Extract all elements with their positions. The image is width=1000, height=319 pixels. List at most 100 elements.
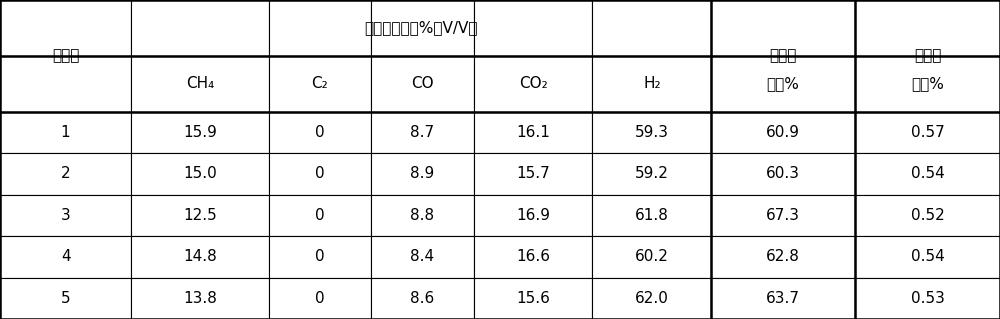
Bar [592, 153, 711, 195]
Text: 卸样碳: 卸样碳 [914, 48, 941, 63]
Text: 67.3: 67.3 [766, 208, 800, 223]
Text: 0.53: 0.53 [911, 291, 944, 306]
Text: 60.3: 60.3 [766, 166, 800, 182]
Text: 0.57: 0.57 [911, 125, 944, 140]
Text: 8.9: 8.9 [410, 166, 435, 182]
Bar [711, 236, 855, 278]
Bar [269, 195, 371, 236]
Text: 0: 0 [315, 291, 325, 306]
Bar [131, 0, 269, 56]
Bar [0, 0, 131, 56]
Bar [592, 236, 711, 278]
Text: 59.2: 59.2 [635, 166, 669, 182]
Bar [131, 195, 269, 236]
Bar [474, 153, 592, 195]
Text: 15.7: 15.7 [516, 166, 550, 182]
Bar [592, 112, 711, 153]
Text: 61.8: 61.8 [635, 208, 669, 223]
Bar [269, 56, 371, 112]
Text: 13.8: 13.8 [183, 291, 217, 306]
Text: 16.1: 16.1 [516, 125, 550, 140]
Bar [371, 195, 474, 236]
Bar [855, 56, 1000, 112]
Bar [269, 278, 371, 319]
Text: CO₂: CO₂ [519, 76, 547, 91]
Text: 0: 0 [315, 208, 325, 223]
Text: 转化气组成，%（V/V）: 转化气组成，%（V/V） [364, 20, 478, 35]
Bar [474, 56, 592, 112]
Text: CH₄: CH₄ [186, 76, 214, 91]
Text: 15.9: 15.9 [183, 125, 217, 140]
Text: 催化剂: 催化剂 [52, 48, 79, 63]
Text: CO: CO [411, 76, 434, 91]
Text: 16.9: 16.9 [516, 208, 550, 223]
Text: 62.0: 62.0 [635, 291, 669, 306]
Bar [0, 112, 131, 153]
Bar [269, 153, 371, 195]
Text: 5: 5 [61, 291, 70, 306]
Text: 2: 2 [61, 166, 70, 182]
Text: 4: 4 [61, 249, 70, 264]
Text: 0: 0 [315, 249, 325, 264]
Text: 62.8: 62.8 [766, 249, 800, 264]
Text: 碳转化: 碳转化 [769, 48, 797, 63]
Bar [711, 112, 855, 153]
Text: 15.6: 15.6 [516, 291, 550, 306]
Text: 15.0: 15.0 [183, 166, 217, 182]
Bar [371, 236, 474, 278]
Text: 含量%: 含量% [911, 76, 944, 91]
Text: 率，%: 率，% [767, 76, 800, 91]
Text: 63.7: 63.7 [766, 291, 800, 306]
Bar [592, 278, 711, 319]
Text: 8.6: 8.6 [410, 291, 435, 306]
Bar [131, 112, 269, 153]
Text: 3: 3 [61, 208, 70, 223]
Bar [0, 278, 131, 319]
Bar [269, 112, 371, 153]
Bar [592, 0, 711, 56]
Bar [269, 236, 371, 278]
Bar [592, 195, 711, 236]
Text: 1: 1 [61, 125, 70, 140]
Text: 16.6: 16.6 [516, 249, 550, 264]
Bar [855, 153, 1000, 195]
Bar [0, 195, 131, 236]
Bar [269, 0, 371, 56]
Bar [474, 0, 592, 56]
Bar [474, 278, 592, 319]
Bar [592, 56, 711, 112]
Text: 60.9: 60.9 [766, 125, 800, 140]
Text: 12.5: 12.5 [183, 208, 217, 223]
Bar [711, 195, 855, 236]
Bar [855, 0, 1000, 56]
Bar [711, 56, 855, 112]
Bar [131, 236, 269, 278]
Text: H₂: H₂ [643, 76, 661, 91]
Text: 8.8: 8.8 [410, 208, 435, 223]
Bar [474, 195, 592, 236]
Bar [711, 278, 855, 319]
Bar [0, 236, 131, 278]
Bar [855, 278, 1000, 319]
Text: 0.54: 0.54 [911, 166, 944, 182]
Bar [855, 195, 1000, 236]
Text: 0.54: 0.54 [911, 249, 944, 264]
Bar [474, 236, 592, 278]
Bar [711, 153, 855, 195]
Bar [371, 56, 474, 112]
Bar [855, 236, 1000, 278]
Bar [474, 112, 592, 153]
Text: 0: 0 [315, 166, 325, 182]
Text: 0: 0 [315, 125, 325, 140]
Bar [711, 0, 855, 56]
Text: 60.2: 60.2 [635, 249, 669, 264]
Bar [371, 0, 474, 56]
Text: 59.3: 59.3 [635, 125, 669, 140]
Text: 8.4: 8.4 [410, 249, 435, 264]
Bar [131, 56, 269, 112]
Text: C₂: C₂ [312, 76, 328, 91]
Text: 8.7: 8.7 [410, 125, 435, 140]
Bar [0, 153, 131, 195]
Bar [855, 112, 1000, 153]
Bar [371, 112, 474, 153]
